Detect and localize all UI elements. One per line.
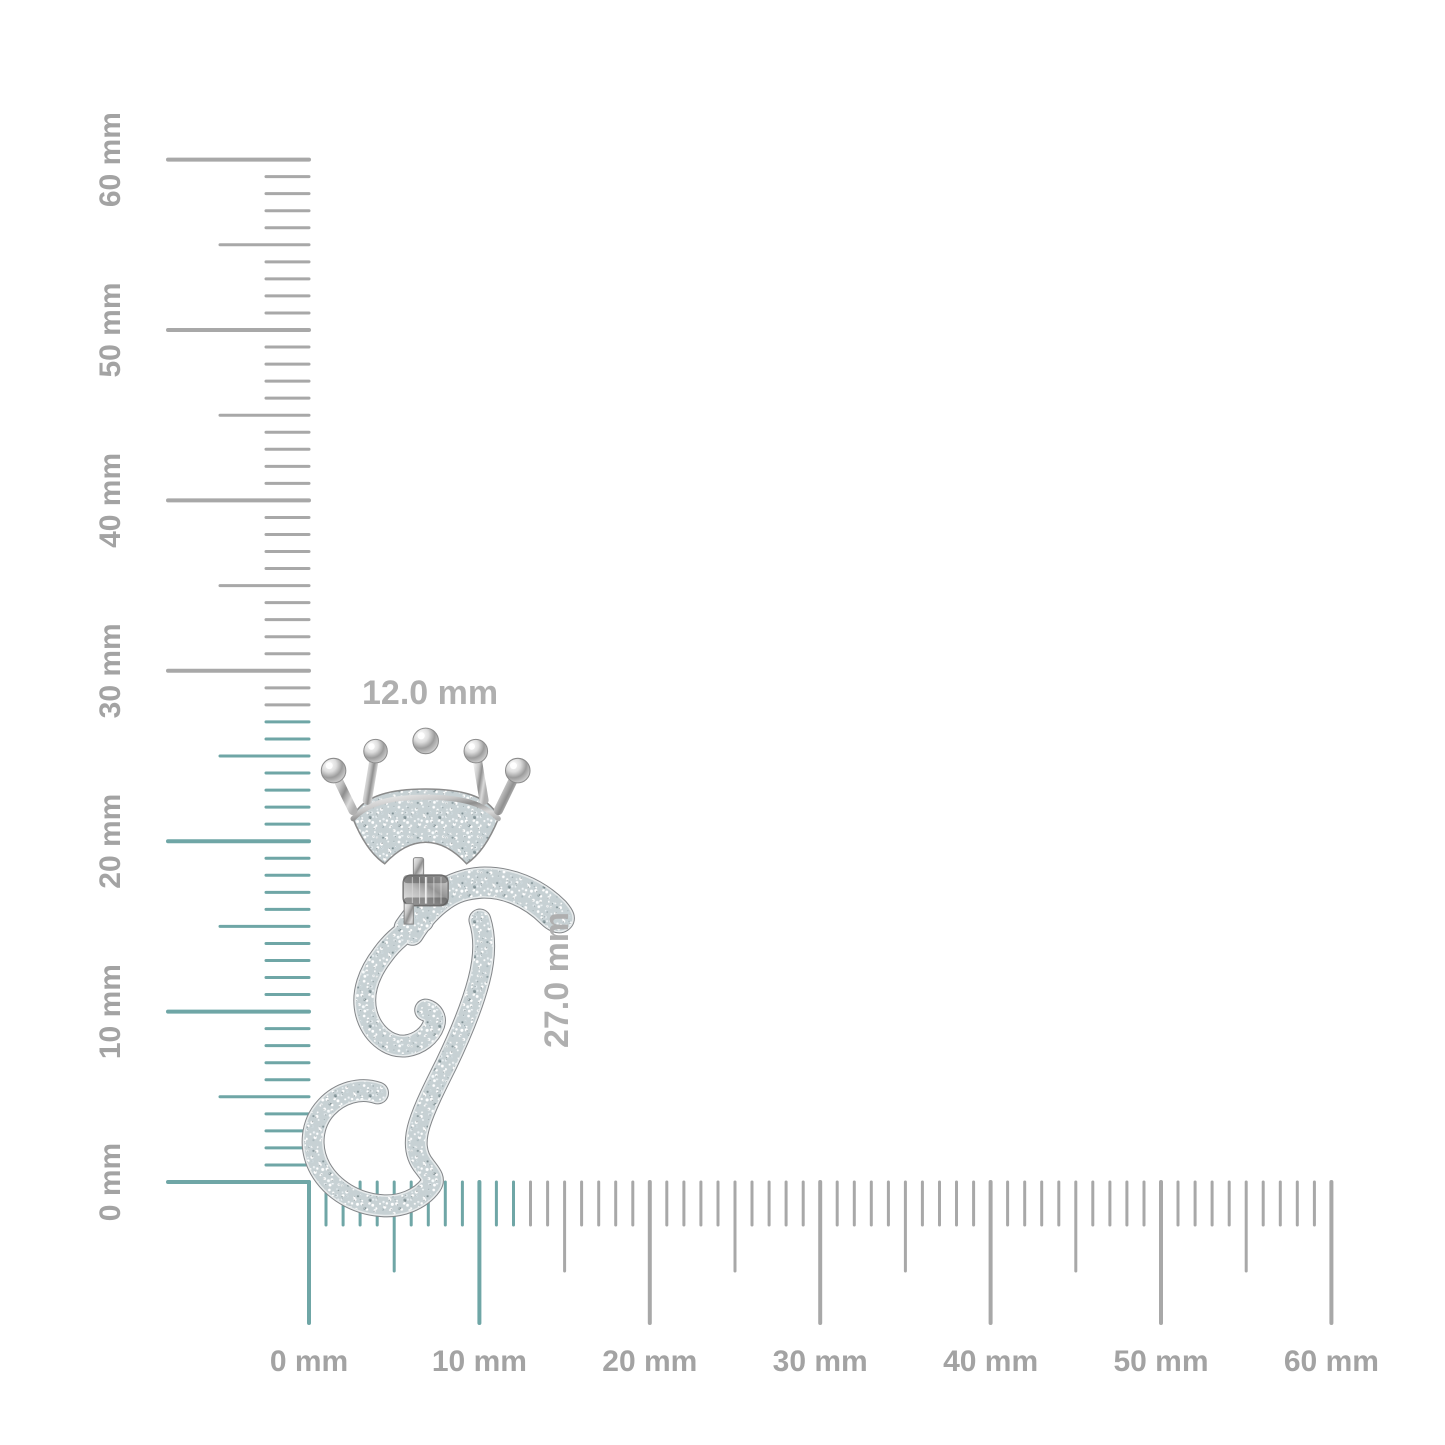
svg-text:30 mm: 30 mm: [773, 1345, 868, 1378]
svg-text:30 mm: 30 mm: [94, 623, 127, 718]
svg-text:40 mm: 40 mm: [94, 453, 127, 548]
svg-text:20 mm: 20 mm: [94, 794, 127, 889]
svg-text:10 mm: 10 mm: [94, 964, 127, 1059]
svg-text:0 mm: 0 mm: [94, 1143, 127, 1221]
svg-text:50 mm: 50 mm: [1113, 1345, 1208, 1378]
svg-text:40 mm: 40 mm: [943, 1345, 1038, 1378]
svg-text:10 mm: 10 mm: [432, 1345, 527, 1378]
svg-text:60 mm: 60 mm: [94, 112, 127, 207]
svg-text:60 mm: 60 mm: [1284, 1345, 1379, 1378]
svg-text:12.0 mm: 12.0 mm: [362, 674, 498, 712]
svg-text:50 mm: 50 mm: [94, 282, 127, 377]
svg-text:20 mm: 20 mm: [602, 1345, 697, 1378]
svg-text:0 mm: 0 mm: [270, 1345, 348, 1378]
svg-text:27.0 mm: 27.0 mm: [538, 912, 576, 1048]
